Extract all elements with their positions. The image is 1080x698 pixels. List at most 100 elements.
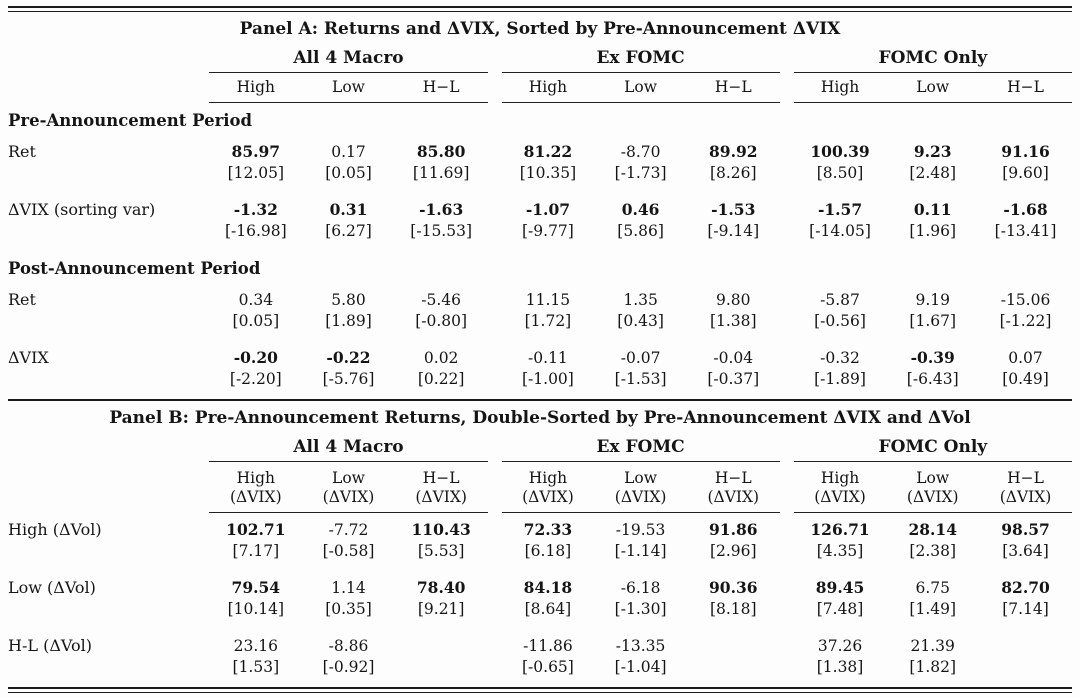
cell-value: -19.53 xyxy=(615,521,666,539)
data-cell: -1.53 [-9.14] xyxy=(687,193,780,251)
row-label: ΔVIX (sorting var) xyxy=(8,200,156,219)
row-label: Low (ΔVol) xyxy=(8,578,96,597)
cell-value: 0.07 xyxy=(1008,349,1043,367)
cell-tstat: [1.67] xyxy=(909,312,957,330)
cell-value: -8.86 xyxy=(328,637,369,655)
data-cell: 79.54 [10.14] xyxy=(209,571,302,629)
data-cell: -8.86 [-0.92] xyxy=(302,629,395,687)
data-cell: 85.97 [12.05] xyxy=(209,135,302,193)
column-gap xyxy=(780,193,794,251)
column-gap xyxy=(780,73,794,103)
cell-value: -1.68 xyxy=(1003,200,1048,219)
cell-tstat: [1.53] xyxy=(232,658,280,676)
data-cell: -19.53 [-1.14] xyxy=(594,513,687,572)
cell-tstat: [5.53] xyxy=(417,542,465,560)
data-cell: 9.80 [1.38] xyxy=(687,283,780,341)
cell-tstat: [-5.76] xyxy=(322,370,375,388)
data-cell: 11.15 [1.72] xyxy=(502,283,595,341)
cell-tstat: [7.48] xyxy=(816,600,864,618)
table-row-pre-ret: Ret 85.97 [12.05] 0.17 [0.05] 85.80 [11.69]… xyxy=(8,135,1072,193)
section-header-post: Post-Announcement Period xyxy=(8,259,261,278)
cell-value: 72.33 xyxy=(523,520,573,539)
cell-tstat: [12.05] xyxy=(227,164,285,182)
column-gap xyxy=(488,571,502,629)
cell-tstat: [-0.37] xyxy=(707,370,760,388)
row-label: Ret xyxy=(8,290,36,309)
data-cell: -0.39 [-6.43] xyxy=(886,341,979,399)
column-header-sub: (ΔVIX) xyxy=(322,488,375,506)
column-header-low: Low xyxy=(302,72,395,103)
column-header-main: H−L xyxy=(422,469,460,487)
cell-tstat: [1.82] xyxy=(909,658,957,676)
column-gap xyxy=(780,513,794,572)
data-cell: 84.18 [8.64] xyxy=(502,571,595,629)
column-gap xyxy=(488,73,502,103)
column-header-hl: H−L xyxy=(686,72,780,103)
column-gap xyxy=(488,283,502,341)
cell-tstat: [2.38] xyxy=(909,542,957,560)
cell-tstat: [-16.98] xyxy=(224,222,287,240)
data-cell: -8.70 [-1.73] xyxy=(594,135,687,193)
cell-tstat: [-9.77] xyxy=(522,222,574,240)
data-cell: 1.35 [0.43] xyxy=(594,283,687,341)
cell-value: 6.75 xyxy=(915,579,950,597)
corner-cell xyxy=(8,435,209,462)
cell-value: 126.71 xyxy=(810,520,870,539)
corner-cell xyxy=(8,46,209,73)
data-cell: -0.11 [-1.00] xyxy=(502,341,595,399)
cell-tstat: [10.35] xyxy=(519,164,577,182)
column-header-sub: (ΔVIX) xyxy=(230,488,282,506)
cell-value: 0.11 xyxy=(913,200,952,219)
column-header-high: High xyxy=(209,72,303,103)
data-cell: 81.22 [10.35] xyxy=(502,135,595,193)
column-gap xyxy=(780,629,794,687)
cell-tstat: [-6.43] xyxy=(906,370,959,388)
cell-tstat: [9.60] xyxy=(1002,164,1049,182)
cell-value: 110.43 xyxy=(411,520,471,539)
cell-value: -8.70 xyxy=(620,143,661,161)
corner-cell xyxy=(8,73,209,103)
cell-tstat: [0.49] xyxy=(1002,370,1049,388)
data-cell: -1.32 [-16.98] xyxy=(209,193,302,251)
data-cell: 9.19 [1.67] xyxy=(886,283,979,341)
cell-tstat: [0.35] xyxy=(325,600,372,618)
cell-value: -5.46 xyxy=(421,291,462,309)
column-header-main: Low xyxy=(916,469,950,487)
column-header-high-dvix: High (ΔVIX) xyxy=(793,461,887,513)
data-cell: 28.14 [2.38] xyxy=(886,513,979,572)
cell-tstat: [6.18] xyxy=(524,542,572,560)
cell-tstat: [11.69] xyxy=(412,164,470,182)
cell-value: -15.06 xyxy=(1000,291,1051,309)
column-gap xyxy=(488,462,502,513)
cell-value: -0.32 xyxy=(820,349,860,367)
cell-value: 9.23 xyxy=(913,142,952,161)
data-cell: 0.46 [5.86] xyxy=(594,193,687,251)
data-cell: 90.36 [8.18] xyxy=(687,571,780,629)
data-cell: -0.04 [-0.37] xyxy=(687,341,780,399)
cell-tstat: [8.50] xyxy=(816,164,864,182)
data-cell: 5.80 [1.89] xyxy=(302,283,395,341)
data-cell: -1.63 [-15.53] xyxy=(395,193,488,251)
table-row-post-ret: Ret 0.34 [0.05] 5.80 [1.89] -5.46 [-0.80] 1… xyxy=(8,283,1072,341)
cell-tstat: [1.38] xyxy=(709,312,757,330)
data-cell: 21.39 [1.82] xyxy=(886,629,979,687)
data-cell: 0.31 [6.27] xyxy=(302,193,395,251)
column-header-high-dvix: High (ΔVIX) xyxy=(209,461,303,513)
cell-value: -0.11 xyxy=(528,349,568,367)
cell-value: 9.80 xyxy=(716,291,751,309)
cell-tstat: [-1.22] xyxy=(999,312,1052,330)
column-gap xyxy=(780,571,794,629)
column-header-main: Low xyxy=(332,469,365,487)
cell-value: 79.54 xyxy=(231,578,281,597)
column-header-main: Low xyxy=(624,469,658,487)
data-cell: 0.17 [0.05] xyxy=(302,135,395,193)
column-gap xyxy=(488,629,502,687)
data-cell: 78.40 [9.21] xyxy=(395,571,488,629)
cell-tstat: [-1.04] xyxy=(614,658,667,676)
cell-tstat: [7.14] xyxy=(1002,600,1049,618)
data-cell: 100.39 [8.50] xyxy=(794,135,887,193)
cell-value: 28.14 xyxy=(908,520,957,539)
data-cell: -13.35 [-1.04] xyxy=(594,629,687,687)
cell-tstat: [-0.56] xyxy=(814,312,866,330)
cell-tstat: [8.18] xyxy=(709,600,757,618)
